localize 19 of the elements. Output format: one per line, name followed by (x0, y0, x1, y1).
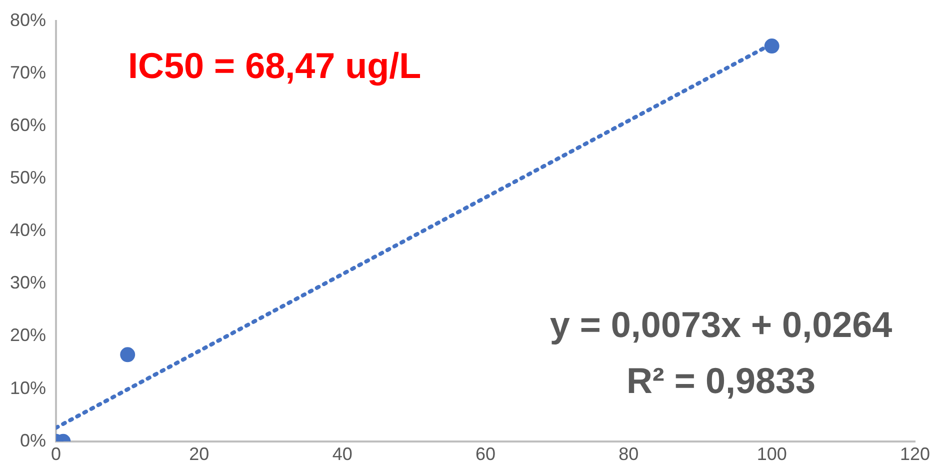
y-tick-label: 10% (10, 378, 46, 398)
annotation: y = 0,0073x + 0,0264 (550, 304, 892, 345)
x-tick-label: 120 (900, 444, 930, 464)
y-tick-label: 70% (10, 62, 46, 82)
annotation: IC50 = 68,47 ug/L (128, 44, 422, 86)
y-tick-label: 40% (10, 220, 46, 240)
x-tick-label: 0 (51, 444, 62, 464)
y-tick-label: 0% (20, 430, 46, 450)
y-tick-label: 30% (10, 272, 46, 293)
y-tick-label: 60% (10, 114, 46, 135)
y-tick-label: 20% (10, 325, 46, 346)
x-tick-label: 60 (476, 444, 496, 464)
x-tick-label: 80 (618, 444, 639, 464)
y-tick-label: 80% (10, 10, 46, 30)
x-tick-label: 40 (332, 444, 352, 464)
annotation: R² = 0,9833 (626, 360, 816, 401)
x-tick-label: 100 (756, 444, 787, 464)
x-tick-label: 20 (189, 444, 210, 464)
y-tick-label: 50% (10, 167, 46, 188)
